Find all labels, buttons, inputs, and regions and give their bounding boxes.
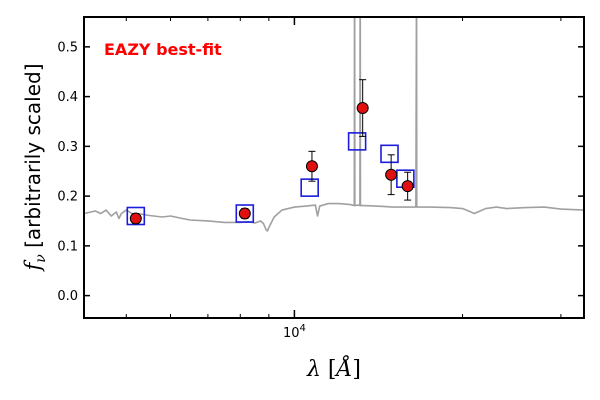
plot-frame	[83, 16, 585, 319]
model-point	[347, 132, 367, 151]
model-point	[126, 206, 146, 226]
observed-point	[238, 207, 251, 220]
x-tick-label: 104	[283, 323, 306, 341]
model-point	[380, 144, 399, 164]
y-tick-label: 0.1	[57, 239, 78, 254]
y-tick-label: 0.3	[57, 140, 78, 155]
observed-point	[305, 160, 318, 173]
x-axis-label: λ [Å]	[306, 354, 361, 382]
observed-point	[356, 102, 369, 115]
y-axis-label: fν [arbitrarily scaled]	[21, 63, 49, 272]
observed-photometry-layer	[129, 79, 414, 225]
y-tick-label: 0.2	[57, 190, 78, 205]
model-point	[235, 204, 255, 223]
spectrum-line	[84, 17, 584, 232]
ticks-layer: 0.0 0.1 0.2 0.3 0.4 0.5 104	[57, 17, 584, 341]
annotation-label: EAZY best-fit	[104, 40, 222, 59]
y-tick-label: 0.5	[57, 40, 78, 55]
spectrum-layer	[84, 17, 584, 232]
y-tick-label: 0.4	[57, 90, 78, 105]
y-tick-label: 0.0	[57, 289, 78, 304]
model-point	[300, 178, 319, 197]
observed-point	[129, 212, 142, 225]
model-photometry-layer	[126, 132, 415, 226]
observed-point	[385, 168, 398, 181]
observed-point	[401, 180, 414, 193]
